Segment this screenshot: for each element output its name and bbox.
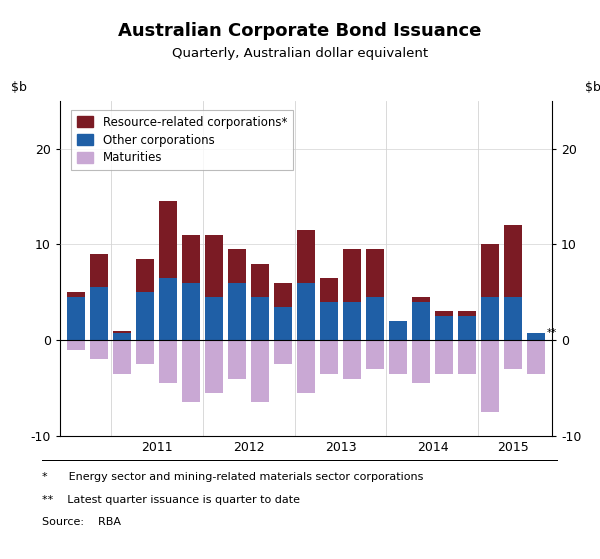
Bar (458, 316, 476, 340)
Bar (389, 321, 407, 340)
Bar (298, 340, 314, 393)
Bar (367, 297, 383, 340)
Bar (205, 340, 223, 393)
Bar (320, 278, 338, 302)
Bar (136, 292, 154, 340)
Bar (298, 230, 314, 283)
Bar (504, 340, 521, 369)
Bar (274, 340, 292, 364)
Bar (91, 254, 108, 287)
Bar (229, 340, 245, 378)
Bar (274, 307, 292, 340)
Text: Australian Corporate Bond Issuance: Australian Corporate Bond Issuance (118, 22, 482, 40)
Bar (436, 340, 452, 374)
Bar (182, 235, 200, 283)
Bar (412, 297, 430, 302)
Bar (412, 302, 430, 340)
Bar (527, 333, 545, 340)
Bar (229, 283, 245, 340)
Bar (458, 311, 476, 316)
Bar (251, 297, 269, 340)
Bar (91, 340, 108, 359)
Bar (458, 340, 476, 374)
Text: **    Latest quarter issuance is quarter to date: ** Latest quarter issuance is quarter to… (42, 495, 300, 505)
Bar (229, 249, 245, 283)
Bar (320, 302, 338, 340)
Text: **: ** (546, 328, 557, 338)
Bar (274, 283, 292, 307)
Bar (67, 340, 85, 350)
Bar (320, 340, 338, 374)
Text: Source:    RBA: Source: RBA (42, 517, 121, 527)
Bar (504, 225, 521, 297)
Bar (136, 259, 154, 292)
Bar (481, 297, 499, 340)
Bar (182, 340, 200, 402)
Bar (136, 340, 154, 364)
Bar (113, 340, 131, 374)
Bar (205, 297, 223, 340)
Bar (367, 249, 383, 297)
Bar (389, 340, 407, 374)
Bar (91, 287, 108, 340)
Text: *      Energy sector and mining-related materials sector corporations: * Energy sector and mining-related mater… (42, 472, 424, 482)
Bar (298, 283, 314, 340)
Bar (481, 244, 499, 297)
Bar (182, 283, 200, 340)
Bar (113, 330, 131, 333)
Bar (343, 249, 361, 302)
Text: Quarterly, Australian dollar equivalent: Quarterly, Australian dollar equivalent (172, 46, 428, 60)
Text: $b: $b (586, 81, 600, 94)
Bar (343, 302, 361, 340)
Bar (251, 340, 269, 402)
Bar (205, 235, 223, 297)
Bar (113, 333, 131, 340)
Bar (504, 297, 521, 340)
Bar (343, 340, 361, 378)
Bar (160, 278, 176, 340)
Bar (527, 340, 545, 374)
Bar (481, 340, 499, 412)
Bar (251, 263, 269, 297)
Text: $b: $b (11, 81, 26, 94)
Legend: Resource-related corporations*, Other corporations, Maturities: Resource-related corporations*, Other co… (71, 110, 293, 170)
Bar (436, 311, 452, 316)
Bar (367, 340, 383, 369)
Bar (436, 316, 452, 340)
Bar (160, 201, 176, 278)
Bar (67, 292, 85, 297)
Bar (160, 340, 176, 383)
Bar (412, 340, 430, 383)
Bar (67, 297, 85, 340)
